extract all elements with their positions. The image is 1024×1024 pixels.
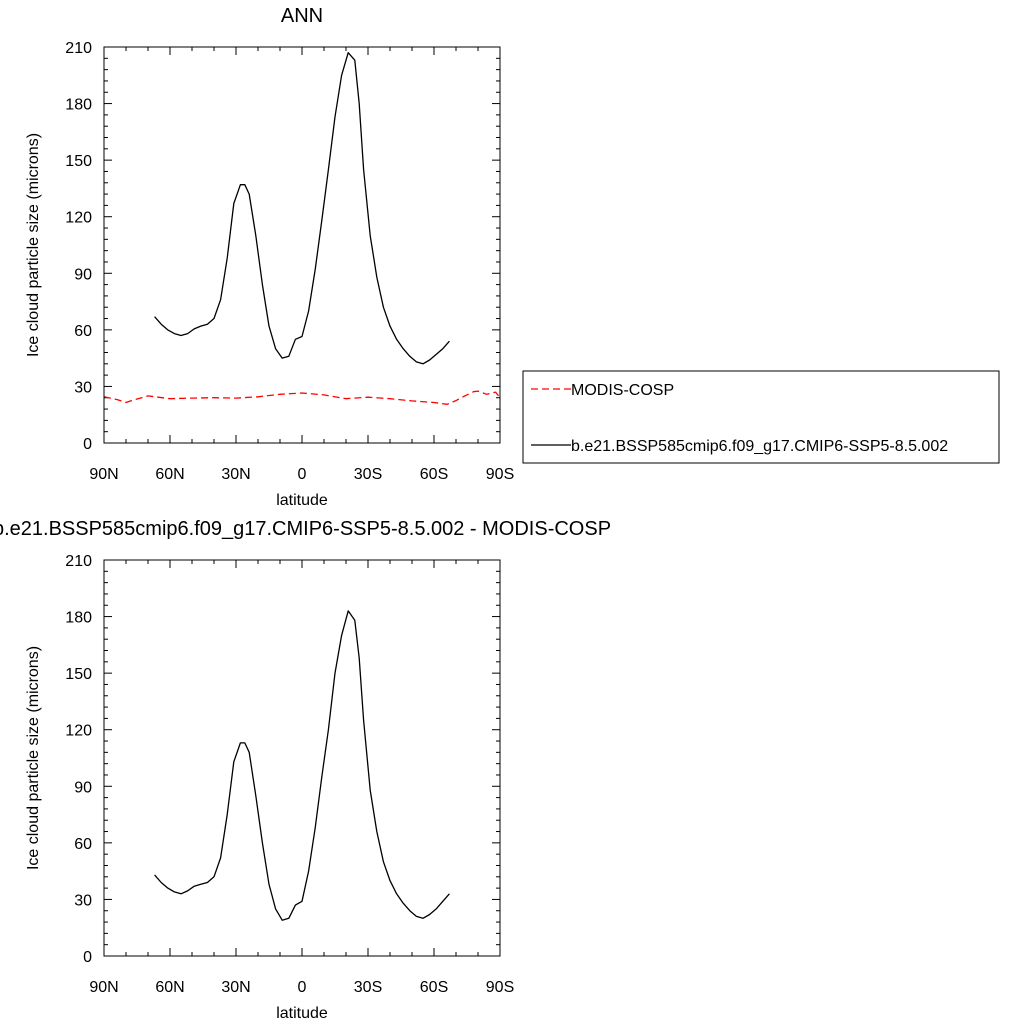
x-tick-label: 30S [354, 466, 382, 483]
bottom-chart-title: b.e21.BSSP585cmip6.f09_g17.CMIP6-SSP5-8.… [0, 518, 611, 540]
bottom-panel: b.e21.BSSP585cmip6.f09_g17.CMIP6-SSP5-8.… [0, 518, 611, 1022]
y-tick-label: 150 [65, 153, 92, 170]
bottom-y-axis-label: Ice cloud particle size (microns) [25, 646, 42, 870]
x-tick-label: 30N [221, 979, 250, 996]
y-tick-label: 60 [74, 323, 92, 340]
y-tick-label: 0 [83, 436, 92, 453]
x-tick-label: 0 [298, 979, 307, 996]
x-tick-label: 30N [221, 466, 250, 483]
y-tick-label: 90 [74, 779, 92, 796]
bottom-series [154, 610, 450, 921]
modis-cosp-line [103, 390, 501, 405]
legend: MODIS-COSP b.e21.BSSP585cmip6.f09_g17.CM… [522, 370, 1000, 464]
x-tick-label: 30S [354, 979, 382, 996]
top-plot-frame [103, 46, 501, 444]
model-line [154, 52, 450, 365]
top-panel: ANN latitude Ice cloud particle size (mi… [25, 5, 514, 509]
x-tick-label: 60N [155, 979, 184, 996]
x-tick-label: 0 [298, 466, 307, 483]
y-tick-label: 180 [65, 610, 92, 627]
x-tick-label: 90S [486, 979, 514, 996]
top-x-axis-label: latitude [276, 492, 328, 509]
x-tick-label: 60S [420, 466, 448, 483]
y-tick-label: 120 [65, 723, 92, 740]
legend-label-modis: MODIS-COSP [571, 382, 674, 399]
x-tick-label: 60S [420, 979, 448, 996]
y-tick-label: 60 [74, 836, 92, 853]
x-tick-label: 90S [486, 466, 514, 483]
y-tick-label: 0 [83, 949, 92, 966]
x-tick-label: 60N [155, 466, 184, 483]
y-tick-label: 210 [65, 40, 92, 57]
bottom-axis-ticks: 0 30 60 90 120 150 180 210 90N 60N 30N 0 30S 60S 90S [65, 553, 514, 996]
top-series [103, 52, 501, 405]
y-tick-label: 180 [65, 97, 92, 114]
model-line [154, 610, 450, 921]
y-tick-label: 150 [65, 666, 92, 683]
top-y-axis-label: Ice cloud particle size (microns) [25, 133, 42, 357]
x-tick-label: 90N [89, 466, 118, 483]
x-tick-label: 90N [89, 979, 118, 996]
bottom-x-axis-label: latitude [276, 1005, 328, 1022]
top-chart-title: ANN [281, 5, 323, 27]
y-tick-label: 120 [65, 210, 92, 227]
y-tick-label: 30 [74, 892, 92, 909]
legend-label-model: b.e21.BSSP585cmip6.f09_g17.CMIP6-SSP5-8.… [571, 438, 948, 455]
bottom-plot-frame [103, 559, 501, 957]
y-tick-label: 90 [74, 266, 92, 283]
y-tick-label: 30 [74, 379, 92, 396]
legend-box [522, 370, 1000, 464]
top-axis-ticks: 0 30 60 90 120 150 180 210 90N 60N 30N 0 30S 60S 90S [65, 40, 514, 483]
y-tick-label: 210 [65, 553, 92, 570]
